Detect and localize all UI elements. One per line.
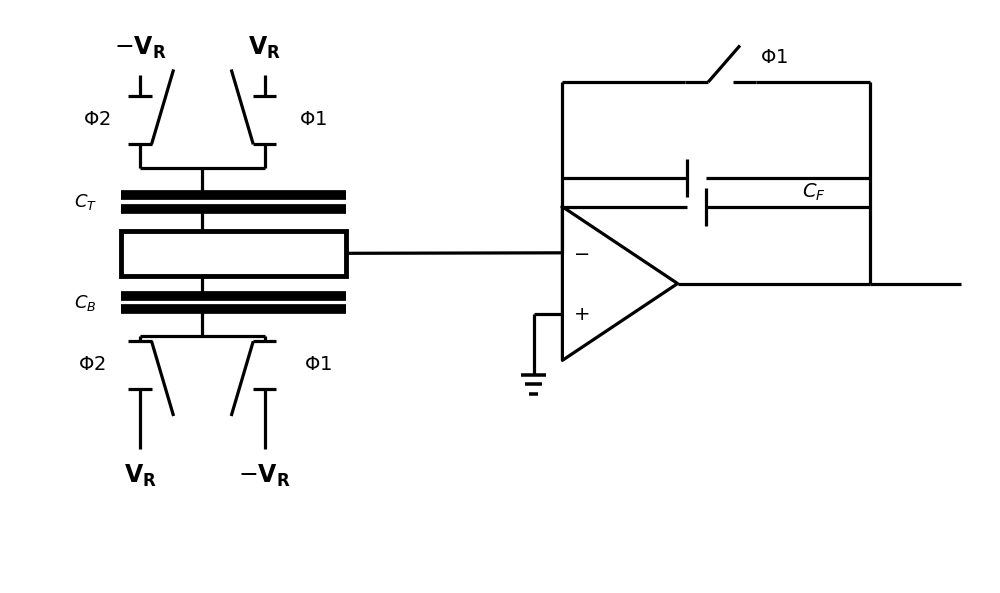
Text: $\Phi 2$: $\Phi 2$ <box>83 111 111 129</box>
Text: $-\mathbf{V}_\mathbf{R}$: $-\mathbf{V}_\mathbf{R}$ <box>238 463 291 489</box>
Text: $C_T$: $C_T$ <box>74 192 97 212</box>
Text: $C_F$: $C_F$ <box>802 181 826 203</box>
Bar <box>121 231 346 276</box>
Text: $-$: $-$ <box>573 243 590 262</box>
Text: $\mathbf{V}_\mathbf{R}$: $\mathbf{V}_\mathbf{R}$ <box>248 35 281 62</box>
Text: $+$: $+$ <box>573 305 590 324</box>
Text: $\Phi 1$: $\Phi 1$ <box>304 356 332 374</box>
Text: $-\mathbf{V}_\mathbf{R}$: $-\mathbf{V}_\mathbf{R}$ <box>114 35 166 62</box>
Text: $\Phi 1$: $\Phi 1$ <box>760 49 788 67</box>
Text: $C_B$: $C_B$ <box>74 293 97 313</box>
Text: $\Phi 1$: $\Phi 1$ <box>299 111 327 129</box>
Text: $\Phi 2$: $\Phi 2$ <box>78 356 106 374</box>
Text: $\mathbf{V}_\mathbf{R}$: $\mathbf{V}_\mathbf{R}$ <box>124 463 156 489</box>
